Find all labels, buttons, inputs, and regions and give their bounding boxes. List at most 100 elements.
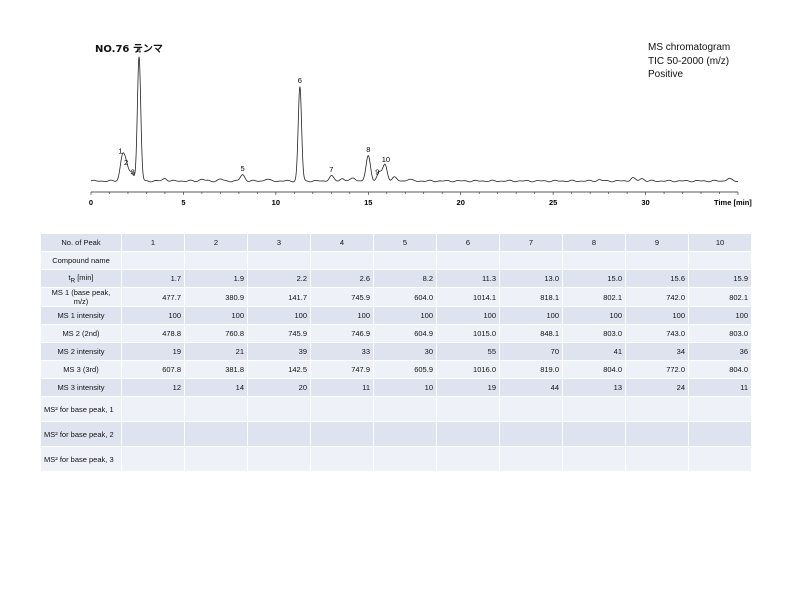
table-cell: 44 <box>499 378 563 397</box>
table-cell: 11.3 <box>436 269 500 288</box>
x-tick-label: 5 <box>181 198 185 207</box>
table-cell: 1.7 <box>121 269 185 288</box>
peak-label: 1 <box>118 146 122 155</box>
table-cell: 14 <box>184 378 248 397</box>
table-cell: 19 <box>121 342 185 361</box>
table-row: MS 2 (2nd) 478.8 760.8 745.9 746.9 604.9 1015.… <box>40 324 752 343</box>
table-cell <box>562 421 626 447</box>
table-cell: 4 <box>310 233 374 252</box>
table-cell: 9 <box>625 233 689 252</box>
table-cell <box>310 251 374 270</box>
table-cell: 13 <box>562 378 626 397</box>
table-cell: 772.0 <box>625 360 689 379</box>
table-cell: 2.6 <box>310 269 374 288</box>
table-cell: 10 <box>688 233 752 252</box>
table-cell <box>688 446 752 472</box>
table-cell <box>184 446 248 472</box>
table-row: MS 1 (base peak, m/z) 477.7 380.9 141.7 745.… <box>40 287 752 307</box>
table-cell: 12 <box>121 378 185 397</box>
table-cell: 100 <box>625 306 689 325</box>
table-cell <box>310 421 374 447</box>
table-cell: 39 <box>247 342 311 361</box>
row-label: MS 3 (3rd) <box>40 360 122 379</box>
table-cell: 3 <box>247 233 311 252</box>
table-cell: 802.1 <box>688 287 752 307</box>
table-cell: 381.8 <box>184 360 248 379</box>
peak-label: 2 <box>124 158 128 167</box>
x-axis: 0 5 10 15 20 25 30 <box>89 191 739 207</box>
table-cell <box>625 396 689 422</box>
peak-label: 10 <box>382 155 390 164</box>
table-cell <box>310 446 374 472</box>
table-cell <box>562 446 626 472</box>
table-cell <box>562 396 626 422</box>
table-cell: 604.9 <box>373 324 437 343</box>
row-label: MS² for base peak, 3 <box>40 446 122 472</box>
table-cell: 100 <box>184 306 248 325</box>
table-cell <box>121 396 185 422</box>
row-label: Compound name <box>40 251 122 270</box>
table-cell: 70 <box>499 342 563 361</box>
table-cell: 100 <box>373 306 437 325</box>
peak-label: 7 <box>329 165 333 174</box>
table-cell: 6 <box>436 233 500 252</box>
table-cell: 803.0 <box>688 324 752 343</box>
peak-labels: 123 4 5 6 7 8 910 <box>118 46 390 176</box>
table-row: MS 1 intensity 100 100 100 100 100 100 100 100 10… <box>40 306 752 325</box>
table-cell: 15.9 <box>688 269 752 288</box>
table-cell: 100 <box>562 306 626 325</box>
table-cell: 33 <box>310 342 374 361</box>
table-cell <box>310 396 374 422</box>
table-cell <box>436 446 500 472</box>
table-cell: 745.9 <box>247 324 311 343</box>
table-row: No. of Peak 1 2 3 4 5 6 7 8 9 10 <box>40 233 752 252</box>
table-cell: 804.0 <box>562 360 626 379</box>
table-cell: 818.1 <box>499 287 563 307</box>
row-label: MS² for base peak, 1 <box>40 396 122 422</box>
row-label: tR [min] <box>40 269 122 288</box>
peak-label: 5 <box>240 164 244 173</box>
info-line-1: MS chromatogram <box>648 42 731 53</box>
table-cell <box>688 396 752 422</box>
table-cell: 15.6 <box>625 269 689 288</box>
table-cell <box>247 251 311 270</box>
table-cell: 478.8 <box>121 324 185 343</box>
table-cell <box>121 251 185 270</box>
table-cell <box>373 421 437 447</box>
peak-table: No. of Peak 1 2 3 4 5 6 7 8 9 10 Compound name tR [m… <box>40 233 752 472</box>
table-cell <box>625 446 689 472</box>
chromatogram-trace <box>90 56 739 183</box>
table-cell: 605.9 <box>373 360 437 379</box>
table-row: MS² for base peak, 3 <box>40 446 752 472</box>
table-cell <box>121 421 185 447</box>
row-label: MS² for base peak, 2 <box>40 421 122 447</box>
table-row: MS² for base peak, 2 <box>40 421 752 447</box>
table-row: MS 3 intensity 12 14 20 11 10 19 44 13 24 11 <box>40 378 752 397</box>
row-label: MS 3 intensity <box>40 378 122 397</box>
table-cell: 100 <box>436 306 500 325</box>
table-cell <box>499 446 563 472</box>
table-cell <box>436 421 500 447</box>
table-cell: 11 <box>310 378 374 397</box>
table-row: MS 3 (3rd) 607.8 381.8 142.5 747.9 605.9 1016.… <box>40 360 752 379</box>
table-cell: 604.0 <box>373 287 437 307</box>
table-cell: 1.9 <box>184 269 248 288</box>
table-cell <box>436 251 500 270</box>
row-label: MS 1 (base peak, m/z) <box>40 287 122 307</box>
row-label: MS 1 intensity <box>40 306 122 325</box>
table-row: MS 2 intensity 19 21 39 33 30 55 70 41 34 36 <box>40 342 752 361</box>
table-cell: 803.0 <box>562 324 626 343</box>
table-cell <box>499 251 563 270</box>
table-cell: 2.2 <box>247 269 311 288</box>
table-cell: 100 <box>688 306 752 325</box>
table-cell <box>121 446 185 472</box>
table-cell: 743.0 <box>625 324 689 343</box>
table-cell <box>499 396 563 422</box>
table-cell: 742.0 <box>625 287 689 307</box>
table-cell: 142.5 <box>247 360 311 379</box>
table-row: Compound name <box>40 251 752 270</box>
table-cell: 24 <box>625 378 689 397</box>
table-row: tR [min] 1.7 1.9 2.2 2.6 8.2 11.3 13.0 15.0 15.6 1… <box>40 269 752 288</box>
table-cell <box>373 251 437 270</box>
